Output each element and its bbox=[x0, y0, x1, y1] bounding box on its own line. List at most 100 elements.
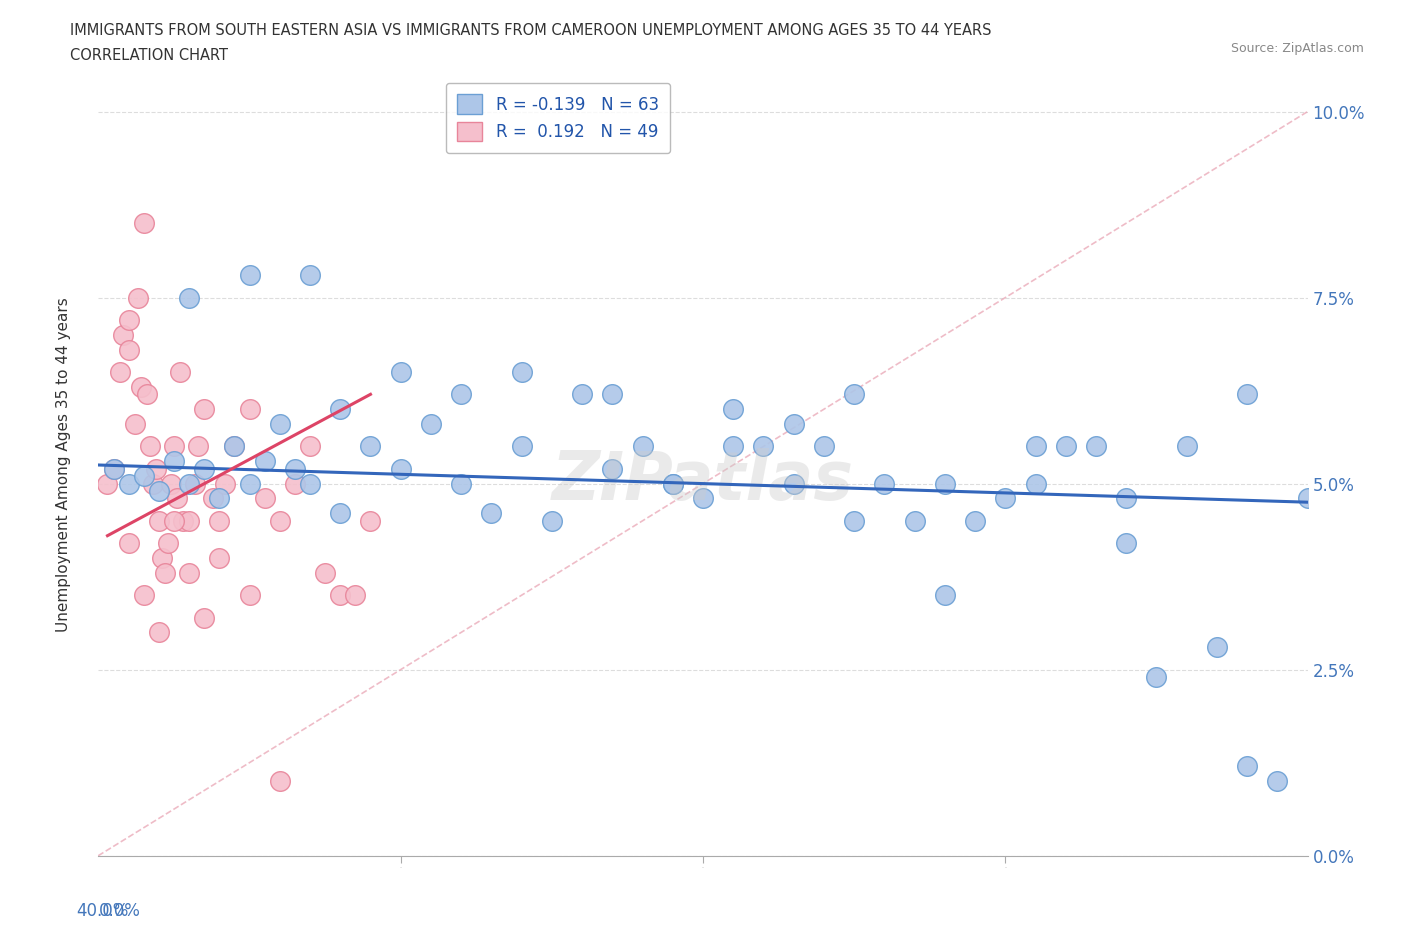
Point bbox=[160, 476, 183, 491]
Point bbox=[344, 588, 367, 603]
Point bbox=[148, 513, 170, 528]
Point bbox=[329, 506, 352, 521]
Point bbox=[934, 476, 956, 491]
Point bbox=[1236, 387, 1258, 402]
Point bbox=[602, 461, 624, 476]
Point bbox=[224, 439, 246, 454]
Point bbox=[329, 402, 352, 417]
Point bbox=[723, 439, 745, 454]
Point bbox=[360, 439, 382, 454]
Point bbox=[96, 476, 118, 491]
Point bbox=[118, 342, 141, 357]
Point bbox=[540, 513, 562, 528]
Point bbox=[1296, 491, 1319, 506]
Text: Unemployment Among Ages 35 to 44 years: Unemployment Among Ages 35 to 44 years bbox=[56, 298, 70, 632]
Point bbox=[783, 476, 806, 491]
Point bbox=[723, 402, 745, 417]
Point bbox=[153, 565, 176, 580]
Point bbox=[284, 461, 307, 476]
Point bbox=[253, 454, 276, 469]
Point bbox=[1175, 439, 1198, 454]
Point bbox=[1115, 491, 1137, 506]
Point bbox=[118, 536, 141, 551]
Text: 40.0%: 40.0% bbox=[76, 902, 129, 921]
Point bbox=[873, 476, 896, 491]
Point bbox=[329, 588, 352, 603]
Point bbox=[108, 365, 131, 379]
Point bbox=[269, 513, 291, 528]
Point bbox=[1024, 476, 1046, 491]
Point bbox=[239, 268, 262, 283]
Point bbox=[813, 439, 835, 454]
Point bbox=[1146, 670, 1168, 684]
Point bbox=[166, 491, 188, 506]
Point bbox=[148, 625, 170, 640]
Point bbox=[481, 506, 503, 521]
Point bbox=[142, 476, 165, 491]
Point bbox=[187, 439, 209, 454]
Point bbox=[239, 402, 262, 417]
Point bbox=[1024, 439, 1046, 454]
Point bbox=[934, 588, 956, 603]
Point bbox=[965, 513, 987, 528]
Point bbox=[661, 476, 683, 491]
Point bbox=[239, 588, 262, 603]
Point bbox=[1206, 640, 1229, 655]
Point bbox=[389, 461, 412, 476]
Text: IMMIGRANTS FROM SOUTH EASTERN ASIA VS IMMIGRANTS FROM CAMEROON UNEMPLOYMENT AMON: IMMIGRANTS FROM SOUTH EASTERN ASIA VS IM… bbox=[70, 23, 991, 38]
Point bbox=[193, 610, 215, 625]
Point bbox=[269, 774, 291, 789]
Point bbox=[299, 476, 322, 491]
Point bbox=[202, 491, 225, 506]
Point bbox=[661, 476, 683, 491]
Point bbox=[1236, 759, 1258, 774]
Point bbox=[179, 513, 201, 528]
Point bbox=[752, 439, 775, 454]
Point bbox=[193, 402, 215, 417]
Point bbox=[172, 513, 194, 528]
Point bbox=[103, 461, 125, 476]
Point bbox=[844, 513, 866, 528]
Point bbox=[163, 439, 186, 454]
Point bbox=[118, 312, 141, 327]
Point bbox=[208, 513, 231, 528]
Point bbox=[602, 387, 624, 402]
Point bbox=[844, 387, 866, 402]
Point bbox=[389, 365, 412, 379]
Text: ZIPatlas: ZIPatlas bbox=[553, 447, 853, 513]
Text: CORRELATION CHART: CORRELATION CHART bbox=[70, 48, 228, 63]
Point bbox=[214, 476, 236, 491]
Point bbox=[299, 439, 322, 454]
Point bbox=[156, 536, 179, 551]
Point bbox=[224, 439, 246, 454]
Point bbox=[284, 476, 307, 491]
Point bbox=[692, 491, 714, 506]
Point bbox=[184, 476, 207, 491]
Point bbox=[118, 476, 141, 491]
Point bbox=[132, 588, 155, 603]
Point bbox=[111, 327, 134, 342]
Legend: R = -0.139   N = 63, R =  0.192   N = 49: R = -0.139 N = 63, R = 0.192 N = 49 bbox=[446, 83, 671, 153]
Point bbox=[139, 439, 162, 454]
Point bbox=[179, 290, 201, 305]
Point bbox=[179, 565, 201, 580]
Point bbox=[163, 454, 186, 469]
Point bbox=[124, 417, 146, 432]
Point bbox=[208, 491, 231, 506]
Point bbox=[129, 379, 152, 394]
Text: 0.0%: 0.0% bbox=[98, 902, 141, 921]
Point bbox=[169, 365, 191, 379]
Point bbox=[103, 461, 125, 476]
Point bbox=[571, 387, 593, 402]
Point bbox=[631, 439, 654, 454]
Point bbox=[193, 461, 215, 476]
Point bbox=[1115, 536, 1137, 551]
Point bbox=[269, 417, 291, 432]
Point bbox=[148, 484, 170, 498]
Point bbox=[420, 417, 443, 432]
Point bbox=[1054, 439, 1077, 454]
Text: Source: ZipAtlas.com: Source: ZipAtlas.com bbox=[1230, 42, 1364, 55]
Point bbox=[1267, 774, 1289, 789]
Point bbox=[135, 387, 157, 402]
Point bbox=[132, 216, 155, 231]
